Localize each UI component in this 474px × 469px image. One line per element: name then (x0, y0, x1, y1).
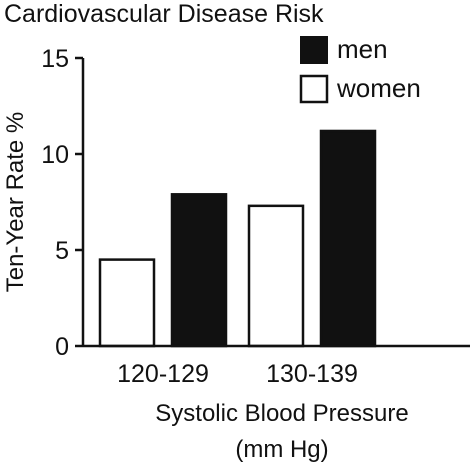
chart-title: Cardiovascular Disease Risk (4, 0, 324, 28)
bar-men-120-129 (170, 193, 228, 348)
legend-swatch-women (299, 74, 329, 104)
legend-label-men: men (337, 34, 388, 64)
x-axis-label: Systolic Blood Pressure (155, 400, 408, 427)
y-tick-label: 0 (55, 333, 69, 361)
y-ticks: 0 5 10 15 (41, 45, 83, 361)
y-tick-label: 10 (41, 141, 69, 169)
x-category-label: 120-129 (117, 360, 209, 388)
legend-label-women: women (336, 73, 421, 103)
bar-women-130-139 (247, 204, 305, 348)
x-axis-unit: (mm Hg) (235, 436, 328, 463)
legend-swatch-men (300, 36, 328, 64)
y-tick-label: 15 (41, 45, 69, 73)
bar-women-120-129 (98, 258, 156, 348)
x-categories: 120-129 130-139 (117, 360, 358, 388)
bar-men-130-139 (319, 129, 377, 348)
y-tick-label: 5 (55, 237, 69, 265)
x-category-label: 130-139 (266, 360, 358, 388)
legend: men women (299, 34, 421, 104)
y-axis-label: Ten-Year Rate % (2, 112, 29, 293)
bars (98, 129, 377, 348)
